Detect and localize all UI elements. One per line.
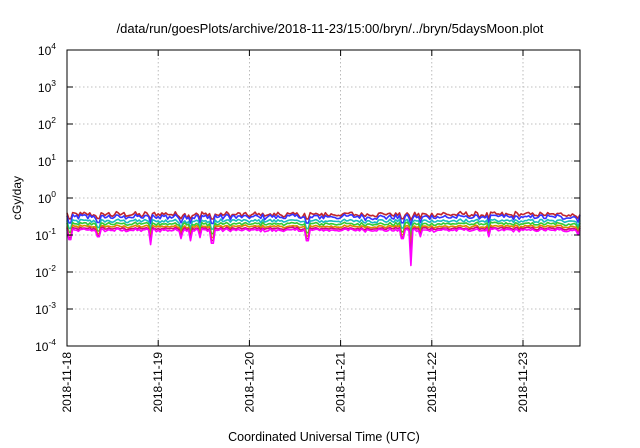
- y-tick-exponent: -2: [48, 263, 56, 273]
- y-tick-exponent: 3: [51, 78, 56, 88]
- chart-title: /data/run/goesPlots/archive/2018-11-23/1…: [117, 21, 544, 36]
- y-tick-exponent: 4: [51, 41, 56, 51]
- y-tick-label: 100: [38, 189, 56, 206]
- y-tick-exponent: 0: [51, 189, 56, 199]
- y-tick-label: 10-1: [35, 226, 56, 243]
- y-tick-label: 10-3: [35, 300, 56, 317]
- series-line: [66, 210, 581, 221]
- ticks: [66, 49, 580, 347]
- y-axis-label: cGy/day: [10, 176, 24, 220]
- x-tick-label: 2018-11-18: [60, 352, 74, 413]
- y-tick-label: 10-2: [35, 263, 56, 280]
- series-line: [66, 224, 581, 247]
- series-line: [66, 218, 581, 233]
- y-tick-exponent: -3: [48, 300, 56, 310]
- y-tick-label: 10-4: [35, 337, 56, 354]
- x-tick-label: 2018-11-21: [334, 352, 348, 413]
- y-tick-exponent: -1: [48, 226, 56, 236]
- y-tick-label: 102: [38, 115, 56, 132]
- x-tick-label: 2018-11-22: [425, 352, 439, 413]
- y-tick-label: 104: [38, 41, 56, 58]
- x-axis-label: Coordinated Universal Time (UTC): [228, 430, 420, 444]
- grid: [67, 50, 580, 346]
- x-tick-labels: 2018-11-18 2018-11-19 2018-11-20 2018-11-21…: [60, 352, 530, 413]
- x-tick-label: 2018-11-20: [242, 352, 256, 413]
- y-tick-exponent: 2: [51, 115, 56, 125]
- y-tick-label: 103: [38, 78, 56, 95]
- series-group: [66, 210, 581, 267]
- series-line: [66, 221, 581, 240]
- y-tick-label: 101: [38, 152, 56, 169]
- y-tick-exponent: 1: [51, 152, 56, 162]
- series-line: [66, 227, 581, 267]
- x-tick-label: 2018-11-23: [516, 352, 530, 413]
- y-tick-exponent: -4: [48, 337, 56, 347]
- series-line: [66, 213, 581, 226]
- x-tick-label: 2018-11-19: [151, 352, 165, 413]
